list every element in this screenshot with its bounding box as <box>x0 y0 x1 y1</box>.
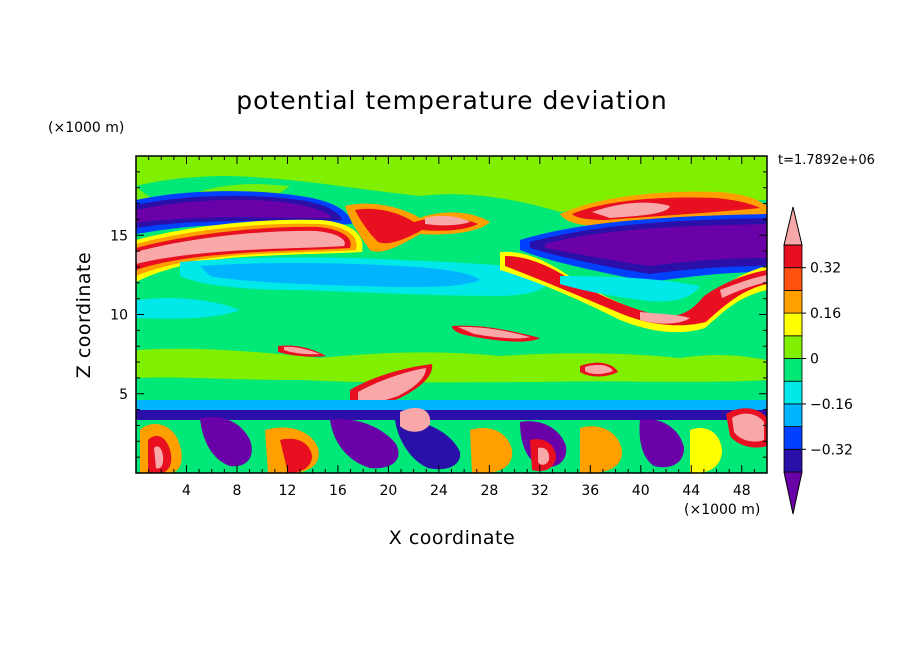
filament-1-pink <box>458 326 530 339</box>
colorbar-label: 0.32 <box>810 261 841 277</box>
x-tick-label: 8 <box>232 483 241 499</box>
colorbar-bin <box>783 358 803 382</box>
colorbar-bin <box>783 289 803 314</box>
y-tick-label: 15 <box>110 228 128 244</box>
region-right-diag-red <box>505 256 767 326</box>
colorbar-label: 0 <box>810 352 819 368</box>
x-ticks: 4 8 12 16 20 24 28 32 36 40 44 48 <box>148 156 755 499</box>
y-tick-label: 5 <box>119 387 128 403</box>
filament-2-pink <box>284 346 320 355</box>
x-tick-label: 32 <box>531 483 549 499</box>
surface-plumes <box>140 408 767 473</box>
x-tick-label: 20 <box>379 483 397 499</box>
x-tick-label: 40 <box>632 483 650 499</box>
blob-lower-1-pink <box>358 368 426 403</box>
x-tick-label: 4 <box>182 483 191 499</box>
colorbar: 0.32 0.16 0 −0.16 −0.32 <box>783 206 853 515</box>
x-tick-label: 36 <box>581 483 599 499</box>
region-center-red <box>355 208 478 244</box>
chart-title: potential temperature deviation <box>236 86 668 115</box>
x-tick-label: 28 <box>480 483 498 499</box>
colorbar-bin <box>783 403 803 427</box>
region-left-mid-cyan <box>136 298 240 319</box>
region-center-pink <box>425 215 470 226</box>
region-right-violet <box>545 224 767 266</box>
y-ticks: 5 10 15 <box>110 171 767 458</box>
x-tick-label: 24 <box>430 483 448 499</box>
x-axis-unit: (×1000 m) <box>684 502 761 518</box>
region-right-diag-pink <box>640 275 767 324</box>
contour-field <box>136 156 767 473</box>
x-tick-label: 44 <box>682 483 700 499</box>
colorbar-bin <box>783 244 803 269</box>
colorbar-bin <box>783 335 803 359</box>
blob-lower-2-pink <box>585 364 613 374</box>
colorbar-bin <box>783 312 803 337</box>
region-right-cyan <box>560 276 700 302</box>
colorbar-arrow-max <box>783 206 803 246</box>
colorbar-bin <box>783 426 803 450</box>
region-left-pink <box>136 230 345 264</box>
region-right-pink <box>592 202 670 218</box>
colorbar-bin <box>783 267 803 291</box>
boundary-band-darkblue <box>136 410 767 420</box>
colorbar-label: 0.16 <box>810 306 841 322</box>
colorbar-label: −0.32 <box>810 442 853 458</box>
x-tick-label: 48 <box>733 483 751 499</box>
y-tick-label: 10 <box>110 308 128 324</box>
x-axis-label: X coordinate <box>388 527 516 549</box>
region-mid-blue <box>200 263 480 288</box>
region-left-violet <box>136 199 332 223</box>
colorbar-bin <box>783 448 803 473</box>
time-label: t=1.7892e+06 <box>778 153 875 168</box>
y-axis-unit: (×1000 m) <box>48 120 125 136</box>
colorbar-arrow-min <box>783 471 803 515</box>
x-tick-label: 12 <box>279 483 297 499</box>
colorbar-label: −0.16 <box>810 397 853 413</box>
x-tick-label: 16 <box>329 483 347 499</box>
colorbar-bin <box>783 380 803 405</box>
region-upper-lightgreen <box>136 156 767 212</box>
